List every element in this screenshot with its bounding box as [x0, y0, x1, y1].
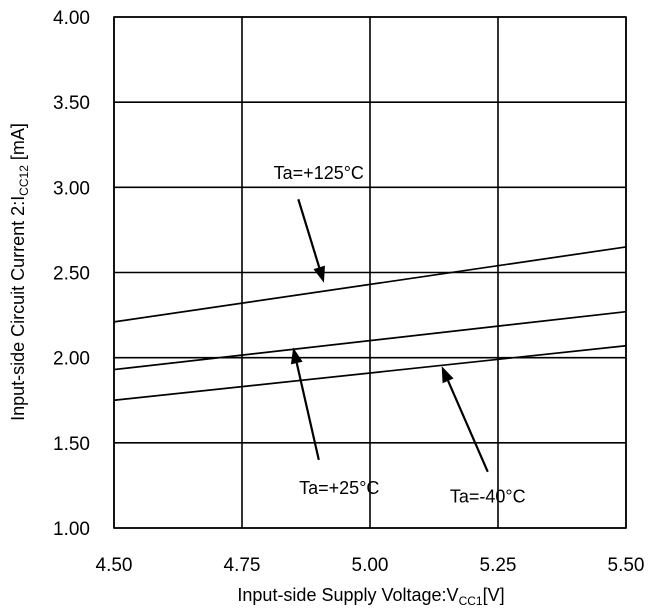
x-tick-labels: 4.50 4.75 5.00 5.25 5.50: [96, 555, 645, 576]
series-line-1: [113, 246, 627, 323]
arrowhead: [441, 366, 454, 384]
annotation: Ta=-40°C: [441, 366, 526, 506]
annotation: Ta=+125°C: [274, 163, 364, 283]
annotation-arrow: [297, 198, 321, 268]
y-tick-label: 2.00: [53, 349, 90, 370]
y-tick-label: 2.50: [53, 264, 90, 285]
annotations: Ta=+125°C Ta=+25°C Ta=-40°C: [274, 163, 526, 507]
y-tick-label: 4.00: [53, 8, 90, 29]
arrowhead: [313, 265, 325, 283]
series-line-2: [113, 310, 627, 371]
annotation: Ta=+25°C: [290, 347, 379, 498]
annotation-label: Ta=+25°C: [299, 478, 379, 498]
series-lines: [113, 246, 627, 402]
annotation-label: Ta=-40°C: [450, 486, 526, 506]
x-tick-label: 5.25: [480, 555, 517, 576]
x-tick-label: 5.00: [352, 555, 389, 576]
annotation-arrow: [447, 380, 489, 473]
y-tick-labels: 1.00 1.50 2.00 2.50 3.00 3.50 4.00: [53, 8, 90, 540]
annotation-label: Ta=+125°C: [274, 163, 364, 183]
annotation-arrow: [295, 362, 320, 461]
grid-lines: [113, 16, 627, 529]
y-tick-label: 3.50: [53, 93, 90, 114]
x-tick-label: 4.50: [96, 555, 133, 576]
y-tick-label: 1.00: [53, 519, 90, 540]
x-tick-label: 5.50: [608, 555, 645, 576]
x-axis-label: Input-side Supply Voltage:VCC1[V]: [237, 585, 504, 608]
y-tick-label: 3.00: [53, 178, 90, 199]
y-axis-label: Input-side Circuit Current 2:ICC12 [mA]: [8, 123, 31, 421]
y-tick-label: 1.50: [53, 434, 90, 455]
plot-frame: [113, 16, 627, 529]
x-tick-label: 4.75: [224, 555, 261, 576]
series-line-3: [113, 344, 627, 402]
arrowhead: [290, 347, 303, 365]
